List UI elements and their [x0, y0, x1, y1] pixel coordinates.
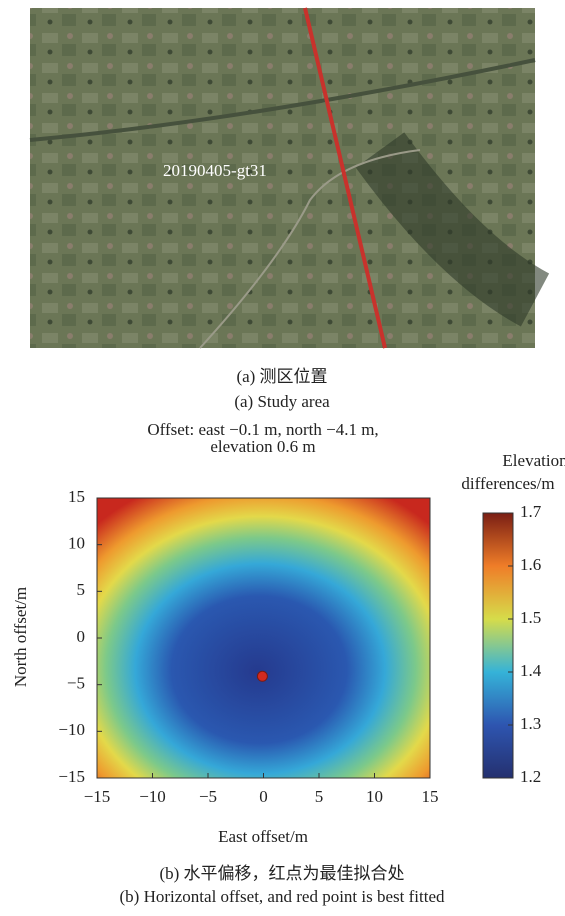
colorbar-tick-label: 1.5 [520, 608, 541, 627]
colorbar [482, 512, 514, 779]
caption: (a) 测区位置 [236, 367, 327, 386]
y-axis-label: North offset/m [11, 587, 30, 687]
image-label: 20190405-gt31 [163, 161, 267, 180]
best-point [256, 670, 268, 682]
chart-title: Offset: east −0.1 m, north −4.1 m, [147, 420, 378, 439]
colorbar-tick-label: 1.4 [520, 661, 542, 680]
colorbar-tick-label: 1.6 [520, 555, 541, 574]
colorbar-title: Elevation [502, 451, 565, 470]
x-tick-label: 15 [422, 787, 439, 806]
caption: (b) Horizontal offset, and red point is … [120, 887, 445, 906]
y-tick-label: −5 [67, 674, 85, 693]
x-tick-label: −15 [84, 787, 111, 806]
x-tick-label: 10 [366, 787, 383, 806]
colorbar-title: differences/m [461, 474, 554, 493]
y-tick-label: 5 [77, 580, 86, 599]
y-tick-label: 15 [68, 487, 85, 506]
caption: (b) 水平偏移，红点为最佳拟合处 [159, 864, 404, 883]
x-tick-label: 0 [259, 787, 268, 806]
y-tick-label: 0 [77, 627, 86, 646]
caption: (a) Study area [234, 392, 330, 411]
colorbar-tick-label: 1.7 [520, 502, 542, 521]
y-tick-label: −15 [58, 767, 85, 786]
colorbar-tick-label: 1.2 [520, 767, 541, 786]
y-tick-label: −10 [58, 720, 85, 739]
heatmap [97, 498, 430, 778]
chart-title: elevation 0.6 m [210, 437, 315, 456]
x-tick-label: 5 [315, 787, 324, 806]
x-tick-label: −10 [139, 787, 166, 806]
colorbar-tick-label: 1.3 [520, 714, 541, 733]
satellite-image [29, 7, 550, 349]
x-tick-label: −5 [199, 787, 217, 806]
x-axis-label: East offset/m [218, 827, 308, 846]
y-tick-label: 10 [68, 534, 85, 553]
